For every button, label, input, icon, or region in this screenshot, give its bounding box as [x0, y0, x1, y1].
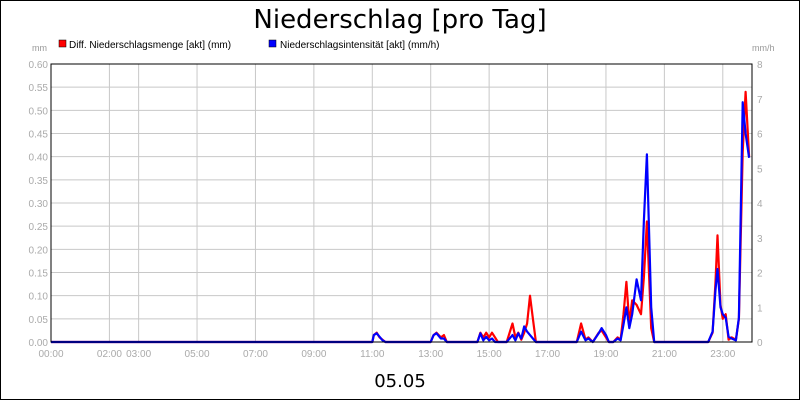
y-right-tick-label: 1: [757, 303, 763, 314]
y-left-tick-label: 0.40: [29, 153, 49, 164]
x-tick-label: 11:00: [360, 349, 385, 360]
series-line-intensitaet: [51, 101, 751, 344]
y-right-unit: mm/h: [752, 43, 775, 53]
y-right-tick-label: 3: [757, 234, 763, 245]
x-tick-label: 15:00: [477, 349, 502, 360]
y-left-ticks: 0.00 0.05 0.10 0.15 0.20 0.25 0.30 0.35 0.40 0.45…: [29, 60, 49, 349]
y-right-tick-label: 5: [757, 164, 763, 175]
y-left-unit: mm: [32, 43, 47, 53]
x-tick-label: 02:00: [97, 349, 122, 360]
legend-swatch-red: [58, 39, 67, 48]
x-tick-label: 19:00: [593, 349, 618, 360]
x-tick-label: 07:00: [243, 349, 268, 360]
y-left-tick-label: 0.25: [29, 222, 49, 233]
y-left-tick-label: 0.60: [29, 60, 49, 71]
chart-title: Niederschlag [pro Tag]: [253, 5, 546, 35]
y-right-tick-label: 4: [757, 199, 763, 210]
y-right-tick-label: 7: [757, 95, 763, 106]
y-right-tick-label: 0: [757, 338, 763, 349]
legend-label-intensitaet: Niederschlagsintensität [akt] (mm/h): [280, 40, 440, 51]
y-right-tick-label: 8: [757, 60, 763, 71]
y-right-tick-label: 6: [757, 130, 763, 141]
y-left-tick-label: 0.55: [29, 83, 49, 94]
y-left-tick-label: 0.45: [29, 130, 49, 141]
x-tick-label: 13:00: [418, 349, 443, 360]
y-left-tick-label: 0.15: [29, 269, 49, 280]
y-left-tick-label: 0.10: [29, 292, 49, 303]
x-ticks: 00:00 02:00 03:00 05:00 07:00 09:00 11:00 13:00…: [38, 349, 735, 360]
y-right-tick-label: 2: [757, 269, 763, 280]
date-label: 05.05: [374, 371, 426, 392]
legend: Diff. Niederschlagsmenge [akt] (mm) Nied…: [58, 39, 440, 51]
x-tick-label: 03:00: [126, 349, 151, 360]
plot-area: [50, 63, 753, 343]
y-left-tick-label: 0.20: [29, 245, 49, 256]
y-right-ticks: 0 1 2 3 4 5 6 7 8: [757, 60, 763, 349]
series: [51, 90, 751, 344]
y-left-tick-label: 0.05: [29, 315, 49, 326]
x-tick-label: 21:00: [652, 349, 677, 360]
x-tick-label: 00:00: [38, 349, 63, 360]
x-tick-label: 09:00: [301, 349, 326, 360]
y-left-tick-label: 0.00: [29, 338, 49, 349]
y-left-tick-label: 0.50: [29, 106, 49, 117]
x-tick-label: 17:00: [535, 349, 560, 360]
y-left-tick-label: 0.35: [29, 176, 49, 187]
x-tick-label: 05:00: [185, 349, 210, 360]
legend-label-menge: Diff. Niederschlagsmenge [akt] (mm): [69, 40, 231, 51]
legend-swatch-blue: [268, 39, 277, 48]
grid: [50, 63, 752, 343]
x-tick-label: 23:00: [710, 349, 735, 360]
y-left-tick-label: 0.30: [29, 199, 49, 210]
